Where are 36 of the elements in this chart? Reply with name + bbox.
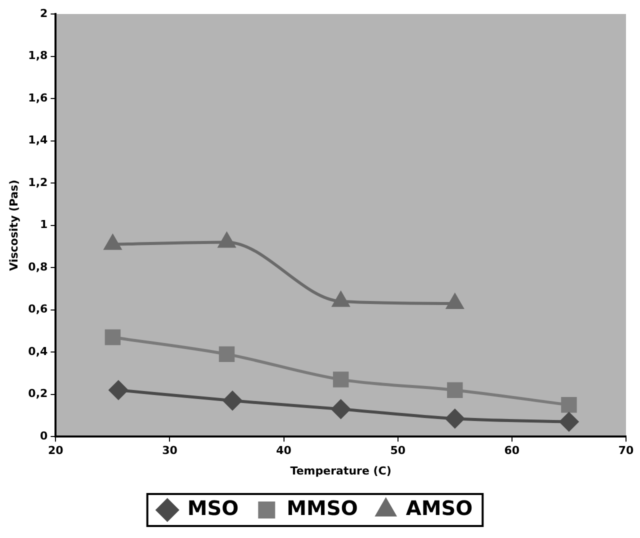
point <box>331 400 350 419</box>
y-tick-label: 0 <box>40 429 48 442</box>
y-axis-title: Viscosity (Pas) <box>7 180 20 271</box>
point <box>445 409 464 428</box>
y-tick-label: 0,6 <box>28 302 48 316</box>
point <box>222 391 242 410</box>
x-tick-label: 40 <box>276 444 292 458</box>
point <box>104 329 121 346</box>
y-tick-label: 0,2 <box>28 387 48 400</box>
y-tick-label: 0,4 <box>28 344 48 358</box>
point <box>561 397 577 413</box>
legend-label: MSO <box>187 496 239 520</box>
point <box>104 234 122 250</box>
point <box>218 346 235 362</box>
x-tick-label: 70 <box>618 444 634 458</box>
y-tick-label: 1,8 <box>28 49 48 62</box>
point <box>108 380 128 400</box>
x-axis-title: Temperature (C) <box>290 464 392 478</box>
point <box>447 382 463 398</box>
y-tick-label: 1,2 <box>28 176 48 189</box>
legend-label: AMSO <box>406 496 473 520</box>
point <box>446 294 464 309</box>
point <box>332 372 349 388</box>
x-tick-label: 30 <box>162 444 178 458</box>
y-tick-label: 1,6 <box>28 91 48 104</box>
x-tick-label: 60 <box>504 444 520 458</box>
y-tick-label: 1,4 <box>28 134 48 147</box>
y-tick-label: 2 <box>40 6 48 20</box>
x-tick-label: 20 <box>48 444 64 458</box>
legend-label: MMSO <box>286 496 358 520</box>
point <box>559 412 578 432</box>
point <box>332 292 350 307</box>
y-tick-label: 0,8 <box>28 260 48 274</box>
point <box>218 232 236 248</box>
y-tick-label: 1 <box>40 218 48 232</box>
x-tick-label: 50 <box>390 444 406 458</box>
